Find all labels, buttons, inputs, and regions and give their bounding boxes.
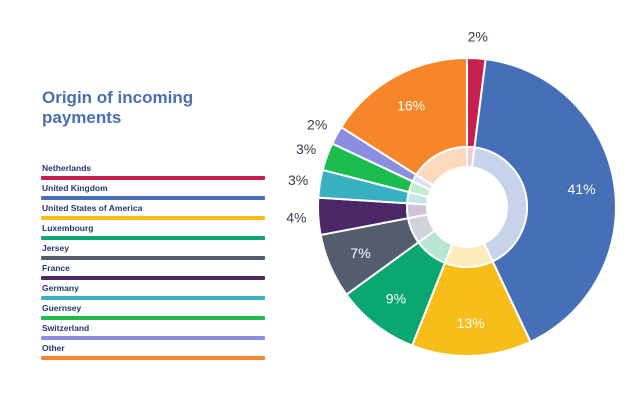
legend-label: Jersey: [42, 243, 69, 253]
legend-item-netherlands: Netherlands: [41, 163, 267, 183]
legend-label: Guernsey: [42, 303, 82, 313]
legend-item-luxembourg: Luxembourg: [41, 223, 267, 243]
legend-swatch: [41, 216, 265, 220]
data-label-united-kingdom: 41%: [568, 181, 596, 197]
data-label-other: 16%: [397, 97, 425, 113]
legend-swatch: [41, 256, 265, 260]
legend-label: Luxembourg: [42, 223, 94, 233]
legend-swatch: [41, 176, 265, 180]
legend-item-germany: Germany: [41, 283, 267, 303]
legend-item-france: France: [41, 263, 267, 283]
chart-title: Origin of incoming payments: [42, 88, 194, 127]
legend-swatch: [41, 356, 265, 360]
legend-swatch: [41, 276, 265, 280]
legend-label: United Kingdom: [42, 183, 108, 193]
legend-label: United States of America: [42, 203, 143, 213]
legend-swatch: [41, 316, 265, 320]
data-label-france: 4%: [286, 210, 306, 226]
data-label-switzerland: 2%: [307, 117, 327, 133]
legend-item-united-kingdom: United Kingdom: [41, 183, 267, 203]
legend-label: France: [42, 263, 70, 273]
legend-label: Germany: [42, 283, 79, 293]
data-label-jersey: 7%: [350, 245, 370, 261]
legend-item-guernsey: Guernsey: [41, 303, 267, 323]
legend-item-switzerland: Switzerland: [41, 323, 267, 343]
legend-item-other: Other: [41, 343, 267, 363]
legend-swatch: [41, 236, 265, 240]
legend-item-jersey: Jersey: [41, 243, 267, 263]
legend: Netherlands United Kingdom United States o…: [41, 163, 267, 363]
inner-slice-france: [406, 202, 429, 220]
data-label-germany: 3%: [288, 172, 308, 188]
inner-slice-other: [414, 145, 468, 187]
data-label-luxembourg: 9%: [386, 291, 406, 307]
legend-label: Netherlands: [42, 163, 92, 173]
legend-label: Other: [42, 343, 65, 353]
data-label-netherlands: 2%: [468, 28, 488, 44]
data-label-guernsey: 3%: [296, 141, 316, 157]
legend-swatch: [41, 336, 265, 340]
legend-label: Switzerland: [42, 323, 90, 333]
legend-swatch: [41, 296, 265, 300]
legend-item-united-states-of-america: United States of America: [41, 203, 267, 223]
legend-swatch: [41, 196, 265, 200]
data-label-united-states-of-america: 13%: [457, 315, 485, 331]
